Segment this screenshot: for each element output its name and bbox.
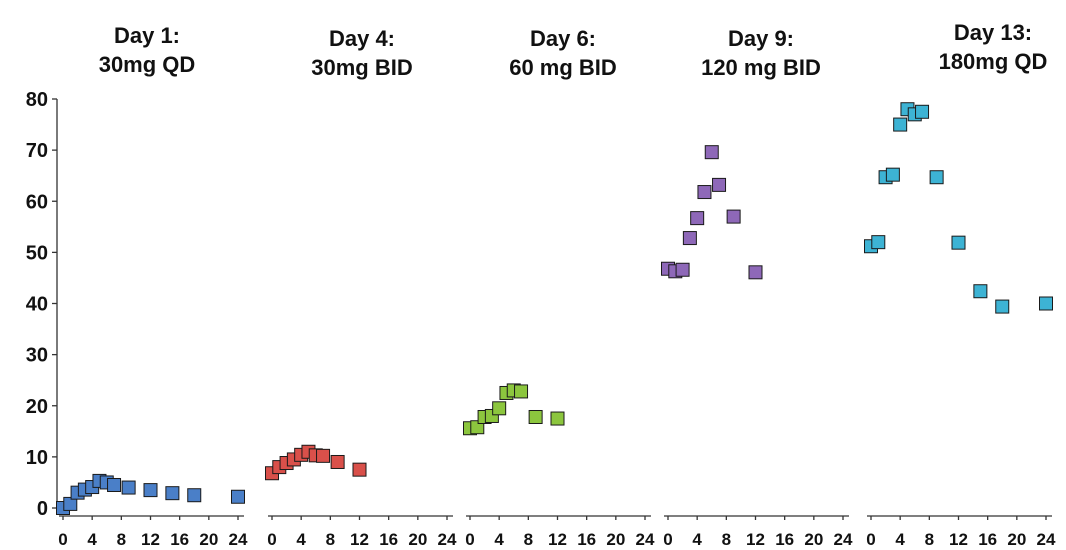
x-tick-label: 12 [949, 530, 968, 549]
x-tick-label: 8 [117, 530, 126, 549]
panel-4: Day 9: 120 mg BID 0 4 8 12 16 20 24 [661, 26, 853, 549]
x-tick-label: 16 [775, 530, 794, 549]
data-point [690, 211, 705, 226]
data-point [550, 411, 565, 426]
data-point [973, 284, 988, 299]
panel-title-line2: 60 mg BID [509, 55, 617, 80]
x-tick-label: 8 [722, 530, 731, 549]
panel-title-line2: 30mg BID [311, 55, 412, 80]
x-tick-label: 0 [866, 530, 875, 549]
panels: Day 1: 30mg QD 0 4 8 12 16 20 24 Day 4: 30mg BID 0 4… [56, 20, 1056, 549]
panel-3: Day 6: 60 mg BID 0 4 8 12 16 20 24 [463, 26, 655, 549]
x-tick-label: 12 [746, 530, 765, 549]
data-point [316, 448, 331, 463]
x-tick-label: 4 [895, 530, 905, 549]
panel-title-line2: 30mg QD [99, 52, 196, 77]
x-tick-label: 0 [58, 530, 67, 549]
y-tick-label: 0 [37, 498, 48, 520]
x-tick-label: 20 [199, 530, 218, 549]
data-point [107, 477, 122, 492]
y-tick-label: 40 [26, 294, 48, 316]
data-point [885, 167, 900, 182]
data-point [915, 104, 930, 119]
data-point [528, 409, 543, 424]
x-tick-label: 8 [326, 530, 335, 549]
data-point [951, 235, 966, 250]
data-point [121, 480, 136, 495]
x-tick-label: 0 [267, 530, 276, 549]
data-point [748, 265, 763, 280]
x-tick-label: 20 [1007, 530, 1026, 549]
panel-2: Day 4: 30mg BID 0 4 8 12 16 20 24 [265, 26, 457, 549]
data-point [187, 488, 202, 503]
data-point [514, 384, 529, 399]
x-tick-label: 4 [87, 530, 97, 549]
data-point [893, 117, 908, 132]
y-tick-label: 50 [26, 242, 48, 264]
x-tick-label: 24 [636, 530, 655, 549]
data-point [929, 170, 944, 185]
x-tick-label: 12 [548, 530, 567, 549]
x-tick-label: 24 [229, 530, 248, 549]
data-point [871, 235, 886, 250]
data-point [726, 209, 741, 224]
data-point [231, 489, 245, 504]
y-axis: 0 10 20 30 40 50 60 70 80 [26, 89, 58, 520]
data-point [492, 401, 507, 416]
y-tick-label: 60 [26, 191, 48, 213]
data-point [1039, 296, 1053, 311]
x-tick-label: 12 [350, 530, 369, 549]
data-point [675, 262, 690, 277]
panel-title-line2: 120 mg BID [701, 55, 821, 80]
x-tick-label: 4 [494, 530, 504, 549]
data-point [995, 299, 1010, 314]
data-point [63, 496, 78, 511]
panel-title-line1: Day 9: [728, 26, 794, 51]
x-tick-label: 20 [804, 530, 823, 549]
panel-title-line2: 180mg QD [939, 49, 1048, 74]
data-point [330, 454, 345, 469]
panel-5: Day 13: 180mg QD 0 4 8 12 16 20 24 [864, 20, 1056, 549]
x-tick-label: 24 [1037, 530, 1056, 549]
x-tick-label: 16 [170, 530, 189, 549]
data-point [143, 483, 158, 498]
panel-title-line1: Day 4: [329, 26, 395, 51]
panel-title-line1: Day 13: [954, 20, 1032, 45]
panel-title-line1: Day 6: [530, 26, 596, 51]
x-tick-label: 24 [438, 530, 457, 549]
x-tick-label: 16 [577, 530, 596, 549]
x-tick-label: 0 [663, 530, 672, 549]
x-tick-label: 20 [408, 530, 427, 549]
data-point [712, 177, 727, 192]
panel-title-line1: Day 1: [114, 23, 180, 48]
data-point [165, 486, 180, 501]
x-tick-label: 4 [296, 530, 306, 549]
data-point [697, 185, 712, 200]
y-tick-label: 70 [26, 140, 48, 162]
x-tick-label: 8 [925, 530, 934, 549]
y-tick-label: 20 [26, 396, 48, 418]
data-point [682, 231, 697, 246]
y-tick-label: 30 [26, 345, 48, 367]
x-tick-label: 16 [978, 530, 997, 549]
data-point [352, 462, 367, 477]
x-tick-label: 12 [141, 530, 160, 549]
x-tick-label: 20 [606, 530, 625, 549]
y-tick-label: 10 [26, 447, 48, 469]
panel-1: Day 1: 30mg QD 0 4 8 12 16 20 24 [56, 23, 248, 549]
x-tick-label: 4 [692, 530, 702, 549]
y-tick-label: 80 [26, 89, 48, 111]
x-tick-label: 16 [379, 530, 398, 549]
data-point [704, 145, 719, 160]
x-tick-label: 0 [465, 530, 474, 549]
x-tick-label: 8 [524, 530, 533, 549]
x-tick-label: 24 [834, 530, 853, 549]
